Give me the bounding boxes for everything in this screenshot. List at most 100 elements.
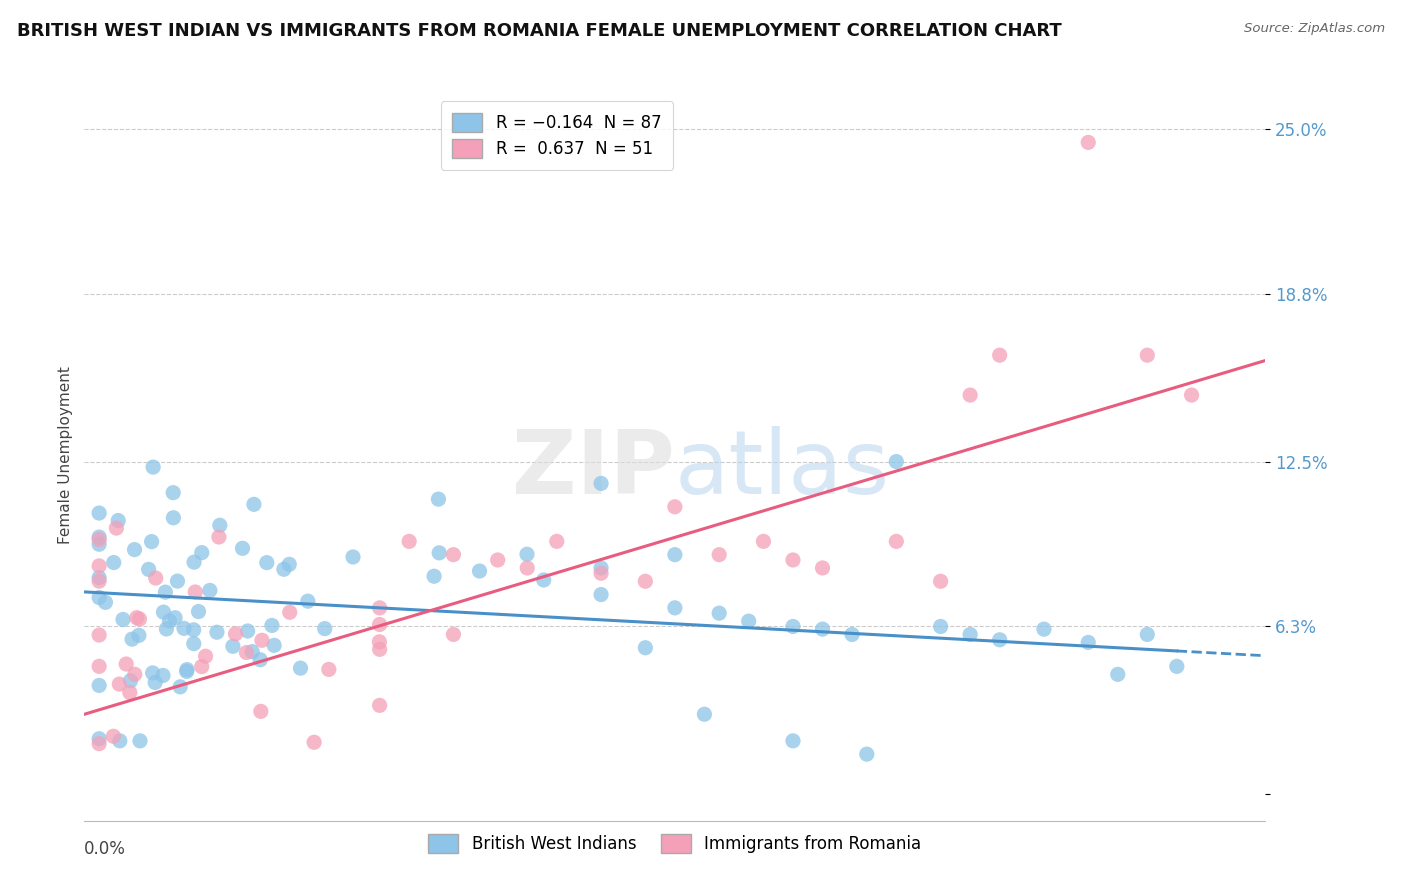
Point — [128, 612, 150, 626]
Point — [1166, 659, 1188, 673]
Text: Source: ZipAtlas.com: Source: ZipAtlas.com — [1244, 22, 1385, 36]
Point — [108, 677, 131, 691]
Point — [249, 705, 271, 719]
Point — [929, 619, 952, 633]
Point — [368, 617, 391, 632]
Point — [87, 574, 111, 589]
Point — [87, 737, 111, 751]
Point — [634, 640, 657, 655]
Text: BRITISH WEST INDIAN VS IMMIGRANTS FROM ROMANIA FEMALE UNEMPLOYMENT CORRELATION C: BRITISH WEST INDIAN VS IMMIGRANTS FROM R… — [17, 22, 1062, 40]
Point — [108, 734, 131, 748]
Point — [1077, 635, 1099, 649]
Point — [546, 534, 568, 549]
Point — [368, 642, 391, 657]
Point — [176, 663, 198, 677]
Point — [165, 611, 187, 625]
Point — [1181, 388, 1204, 402]
Point — [145, 571, 167, 585]
Point — [591, 476, 613, 491]
Point — [533, 573, 555, 587]
Point — [811, 561, 834, 575]
Point — [183, 637, 205, 651]
Point — [87, 558, 111, 573]
Point — [664, 600, 686, 615]
Point — [105, 521, 128, 535]
Point — [664, 500, 686, 514]
Point — [368, 635, 391, 649]
Point — [368, 600, 391, 615]
Point — [1136, 627, 1159, 641]
Point — [250, 633, 273, 648]
Point — [124, 667, 146, 681]
Point — [782, 734, 804, 748]
Point — [342, 549, 364, 564]
Point — [142, 460, 165, 475]
Point — [107, 514, 129, 528]
Point — [423, 569, 446, 583]
Point — [141, 534, 163, 549]
Point — [273, 562, 295, 576]
Point — [841, 627, 863, 641]
Point — [516, 547, 538, 561]
Point — [709, 606, 731, 620]
Point — [249, 653, 271, 667]
Point — [162, 510, 184, 524]
Point — [121, 632, 143, 647]
Point — [208, 518, 231, 533]
Y-axis label: Female Unemployment: Female Unemployment — [58, 366, 73, 544]
Point — [87, 591, 111, 605]
Point — [143, 675, 166, 690]
Point — [194, 649, 217, 664]
Point — [169, 680, 191, 694]
Point — [693, 707, 716, 722]
Point — [152, 605, 174, 619]
Point — [263, 638, 285, 652]
Point — [278, 605, 301, 619]
Point — [664, 548, 686, 562]
Point — [427, 492, 450, 507]
Point — [260, 618, 283, 632]
Point — [278, 558, 301, 572]
Point — [988, 632, 1011, 647]
Point — [1136, 348, 1159, 362]
Point — [240, 645, 263, 659]
Point — [368, 698, 391, 713]
Point — [155, 622, 177, 636]
Point — [183, 555, 205, 569]
Point — [225, 627, 247, 641]
Point — [125, 610, 148, 624]
Point — [235, 646, 257, 660]
Point — [103, 729, 125, 743]
Point — [782, 553, 804, 567]
Point — [302, 735, 325, 749]
Point — [855, 747, 877, 761]
Point — [929, 574, 952, 589]
Point — [87, 530, 111, 544]
Point — [111, 612, 134, 626]
Point — [1077, 136, 1099, 150]
Point — [115, 657, 138, 671]
Point — [142, 665, 165, 680]
Point — [886, 454, 908, 468]
Point — [243, 497, 266, 511]
Point — [811, 622, 834, 636]
Point — [591, 566, 613, 581]
Point — [138, 562, 160, 576]
Point — [87, 537, 111, 551]
Text: atlas: atlas — [675, 426, 890, 513]
Point — [222, 640, 245, 654]
Point — [155, 585, 177, 599]
Point — [87, 628, 111, 642]
Text: ZIP: ZIP — [512, 426, 675, 513]
Point — [398, 534, 420, 549]
Point — [87, 506, 111, 520]
Point — [159, 614, 181, 628]
Point — [1033, 622, 1056, 636]
Point — [208, 530, 231, 544]
Point — [591, 561, 613, 575]
Point — [129, 734, 152, 748]
Point — [152, 668, 174, 682]
Point — [709, 548, 731, 562]
Point — [187, 605, 209, 619]
Point — [166, 574, 188, 588]
